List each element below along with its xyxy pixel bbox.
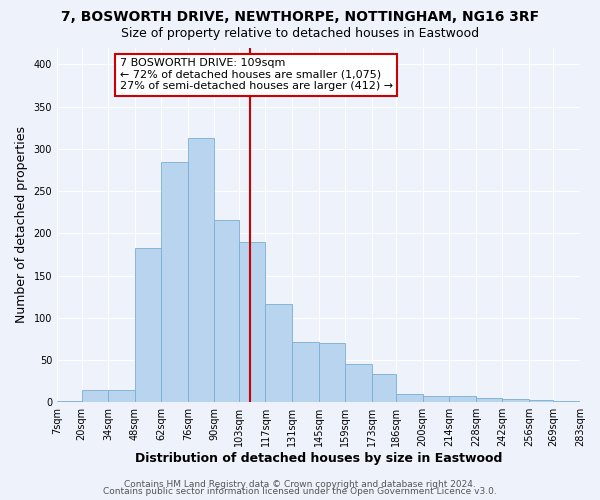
Text: 7, BOSWORTH DRIVE, NEWTHORPE, NOTTINGHAM, NG16 3RF: 7, BOSWORTH DRIVE, NEWTHORPE, NOTTINGHAM…: [61, 10, 539, 24]
Text: Contains HM Land Registry data © Crown copyright and database right 2024.: Contains HM Land Registry data © Crown c…: [124, 480, 476, 489]
Bar: [265, 304, 292, 402]
Bar: [319, 343, 345, 402]
Bar: [449, 396, 476, 402]
Bar: [502, 399, 529, 402]
Bar: [239, 242, 265, 402]
Bar: [292, 342, 319, 402]
Bar: [371, 374, 396, 402]
Bar: [82, 390, 108, 402]
Bar: [396, 394, 423, 402]
Bar: [345, 364, 371, 402]
Bar: [57, 400, 82, 402]
X-axis label: Distribution of detached houses by size in Eastwood: Distribution of detached houses by size …: [135, 452, 502, 465]
Text: 7 BOSWORTH DRIVE: 109sqm
← 72% of detached houses are smaller (1,075)
27% of sem: 7 BOSWORTH DRIVE: 109sqm ← 72% of detach…: [120, 58, 393, 92]
Text: Size of property relative to detached houses in Eastwood: Size of property relative to detached ho…: [121, 28, 479, 40]
Text: Contains public sector information licensed under the Open Government Licence v3: Contains public sector information licen…: [103, 488, 497, 496]
Y-axis label: Number of detached properties: Number of detached properties: [15, 126, 28, 324]
Bar: [188, 138, 214, 402]
Bar: [476, 398, 502, 402]
Bar: [161, 162, 188, 402]
Bar: [135, 248, 161, 402]
Bar: [423, 396, 449, 402]
Bar: [553, 400, 580, 402]
Bar: [529, 400, 553, 402]
Bar: [108, 390, 135, 402]
Bar: [214, 220, 239, 402]
